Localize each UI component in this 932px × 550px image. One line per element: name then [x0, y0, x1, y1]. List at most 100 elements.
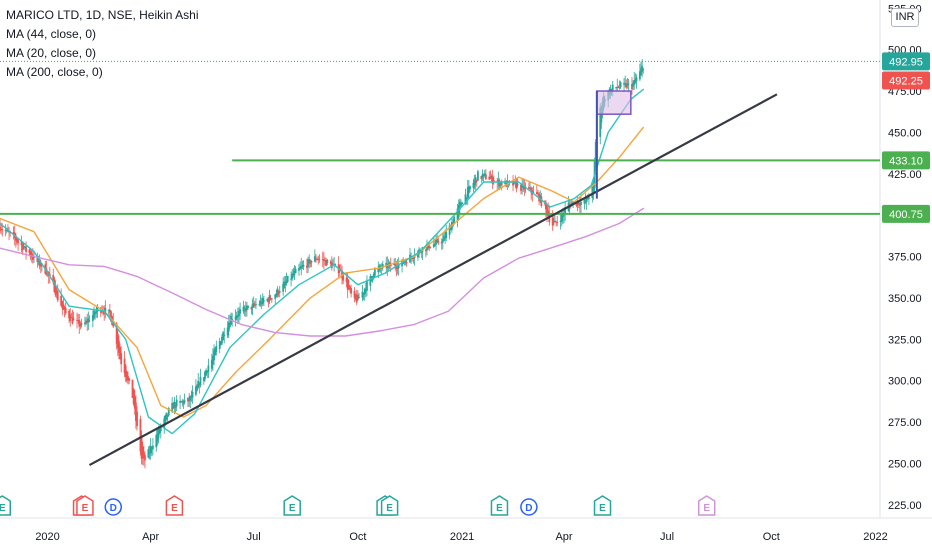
x-tick-label: 2021 — [450, 531, 474, 543]
candle-body — [293, 270, 296, 276]
candle-body — [546, 205, 548, 216]
legend-ma20[interactable]: MA (20, close, 0) — [6, 46, 97, 60]
candle-body — [77, 320, 80, 322]
candle-body — [167, 408, 170, 416]
candle-body — [402, 262, 405, 264]
candle-body — [585, 196, 588, 202]
candle-body — [173, 401, 176, 409]
candle-body — [552, 221, 555, 223]
legend-ma200[interactable]: MA (200, close, 0) — [6, 65, 103, 79]
candle-body — [69, 314, 72, 321]
candle-body — [301, 265, 304, 268]
candle-body — [238, 311, 240, 317]
candle-body — [349, 286, 351, 290]
candle-body — [70, 317, 73, 319]
candle-body — [453, 216, 456, 225]
candle-body — [618, 86, 621, 88]
candle-body — [221, 336, 223, 344]
candle-body — [481, 174, 484, 178]
y-tick-label: 225.00 — [888, 500, 922, 512]
candle-body — [484, 174, 487, 180]
candle-body — [253, 304, 256, 306]
candle-body — [642, 68, 645, 70]
candle-body — [441, 239, 444, 243]
candle-body — [255, 304, 257, 306]
candle-body — [555, 221, 557, 223]
candle-body — [93, 310, 95, 319]
candle-body — [103, 311, 106, 315]
candle-body — [120, 352, 123, 365]
candle-body — [564, 207, 567, 215]
candle-body — [22, 246, 25, 248]
last-price-label: 492.95 — [889, 56, 923, 68]
x-tick-label: Jul — [660, 531, 674, 543]
candle-body — [554, 220, 556, 223]
candle-body — [341, 270, 343, 279]
earnings-event-icon — [165, 495, 184, 516]
candle-body — [17, 240, 20, 244]
legend-ma44[interactable]: MA (44, close, 0) — [6, 27, 97, 41]
candle-body — [54, 285, 57, 296]
earnings-event-icon — [593, 495, 612, 516]
candle-body — [222, 332, 225, 341]
candle-body — [195, 386, 197, 395]
candle-body — [284, 281, 287, 285]
candle-body — [491, 177, 494, 184]
candle-body — [25, 246, 27, 252]
candle-body — [623, 83, 625, 85]
candle-body — [588, 197, 590, 199]
candle-body — [540, 196, 543, 206]
candle-body — [205, 370, 208, 376]
candle-body — [445, 231, 448, 238]
candle-body — [207, 365, 210, 372]
candle-body — [483, 173, 486, 175]
candle-body — [250, 306, 253, 310]
candle-body — [461, 202, 463, 205]
candle-body — [615, 87, 618, 89]
candle-body — [20, 241, 23, 245]
y-tick-label: 300.00 — [888, 376, 922, 388]
candle-body — [139, 418, 142, 452]
candle-body — [477, 171, 479, 181]
ma20-line — [0, 88, 644, 435]
candle-body — [283, 281, 286, 288]
candle-body — [466, 187, 469, 199]
candle-body — [371, 276, 374, 279]
candle-body — [472, 182, 475, 188]
candle-body — [24, 246, 26, 248]
candle-body — [572, 201, 574, 205]
candle-body — [616, 86, 619, 88]
candle-body — [530, 187, 533, 193]
candle-body — [611, 84, 614, 91]
candle-body — [172, 407, 175, 409]
candle-body — [373, 269, 376, 276]
candle-body — [469, 186, 471, 190]
candle-body — [286, 275, 289, 283]
highlight-box — [596, 90, 632, 115]
candle-body — [245, 305, 248, 311]
candle-body — [380, 267, 383, 269]
candle-body — [191, 391, 194, 398]
candle-body — [219, 341, 222, 345]
candle-body — [124, 365, 127, 378]
currency-badge[interactable]: INR — [891, 8, 919, 27]
earnings-event-icon — [76, 495, 94, 516]
candle-body — [190, 397, 193, 399]
event-letter: E — [289, 503, 296, 514]
event-letter: E — [703, 503, 710, 514]
candle-body — [151, 445, 154, 449]
candle-body — [467, 186, 470, 193]
candle-body — [306, 265, 308, 268]
candle-body — [39, 262, 42, 267]
candle-body — [91, 315, 94, 321]
candle-body — [102, 311, 104, 313]
candles — [0, 59, 645, 469]
candle-body — [329, 261, 332, 264]
x-tick-label: Apr — [555, 531, 572, 543]
candle-body — [592, 183, 595, 192]
candle-body — [420, 251, 423, 253]
candle-body — [324, 260, 326, 262]
candle-body — [482, 173, 485, 176]
candle-body — [403, 261, 406, 264]
